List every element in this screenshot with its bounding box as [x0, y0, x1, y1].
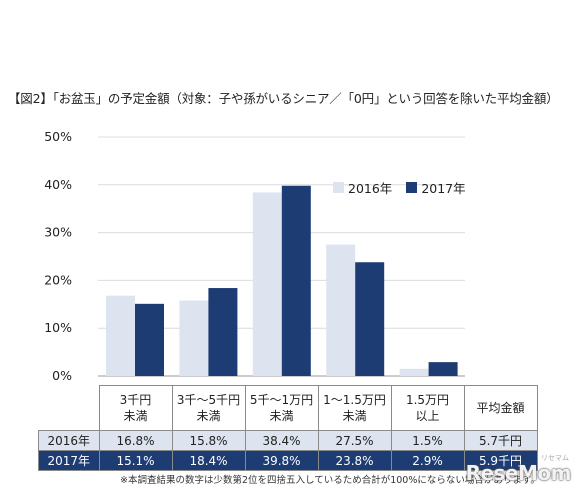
table-row: 2017年 15.1% 18.4% 39.8% 23.8% 2.9% 5.9千円 [38, 450, 538, 471]
y-tick-label: 50% [44, 129, 72, 144]
bar-2017年-2 [281, 185, 311, 376]
bar-2017年-1 [208, 288, 238, 376]
bar-2017年-4 [428, 362, 458, 376]
table-cell: 38.4% [244, 430, 319, 451]
table-header-cell: 3千円 未満 [98, 385, 173, 431]
data-table: 3千円 未満 3千～5千円 未満 5千～1万円 未満 1～1.5万円 未満 1.… [38, 385, 538, 471]
table-cell: 27.5% [317, 430, 392, 451]
table-row-label: 2017年 [38, 450, 100, 471]
table-row: 2016年 16.8% 15.8% 38.4% 27.5% 1.5% 5.7千円 [38, 430, 538, 451]
table-row-label: 2016年 [38, 430, 100, 451]
footnote: ※本調査結果の数字は少数第2位を四捨五入しているため合計が100%にならない場合… [120, 475, 540, 486]
table-cell: 2.9% [390, 450, 465, 471]
table-cell: 18.4% [171, 450, 246, 471]
y-tick-label: 30% [44, 225, 72, 240]
bar-2017年-3 [355, 262, 385, 376]
table-header-cell: 平均金額 [463, 385, 538, 431]
table-cell: 39.8% [244, 450, 319, 471]
table-cell: 15.1% [98, 450, 173, 471]
y-tick-label: 0% [52, 368, 72, 383]
legend-label-2016: 2016年 [348, 181, 393, 196]
y-tick-label: 10% [44, 320, 72, 335]
bar-2016年-4 [399, 368, 429, 376]
legend-label-2017: 2017年 [421, 181, 466, 196]
table-cell: 15.8% [171, 430, 246, 451]
table-cell: 23.8% [317, 450, 392, 471]
resemom-logo: ReseMom [465, 461, 572, 485]
bar-2016年-2 [252, 192, 282, 376]
bar-2016年-3 [326, 244, 356, 376]
bar-2016年-0 [106, 295, 135, 376]
table-corner [38, 385, 100, 431]
legend-item-2017: 2017年 [406, 178, 466, 197]
table-header-cell: 1～1.5万円 未満 [317, 385, 392, 431]
logo-subtitle: リセマム [541, 454, 569, 462]
bar-2017年-0 [135, 303, 164, 376]
table-cell: 1.5% [390, 430, 465, 451]
table-header-row: 3千円 未満 3千～5千円 未満 5千～1万円 未満 1～1.5万円 未満 1.… [38, 385, 538, 431]
table-header-cell: 1.5万円 以上 [390, 385, 465, 431]
legend-item-2016: 2016年 [333, 178, 392, 197]
legend-swatch-2016 [333, 182, 344, 193]
table-header-cell: 3千～5千円 未満 [171, 385, 246, 431]
y-tick-label: 20% [44, 272, 72, 287]
chart-title: 【図2】「お盆玉」の予定金額（対象：子や孫がいるシニア／「0円」という回答を除い… [8, 91, 559, 106]
bar-2016年-1 [179, 300, 209, 376]
table-cell: 16.8% [98, 430, 173, 451]
legend: 2016年 2017年 [333, 178, 466, 197]
table-cell: 5.9千円 [463, 450, 538, 471]
table-header-cell: 5千～1万円 未満 [244, 385, 319, 431]
legend-swatch-2017 [406, 182, 418, 193]
y-tick-label: 40% [44, 177, 72, 192]
table-cell: 5.7千円 [463, 430, 538, 451]
